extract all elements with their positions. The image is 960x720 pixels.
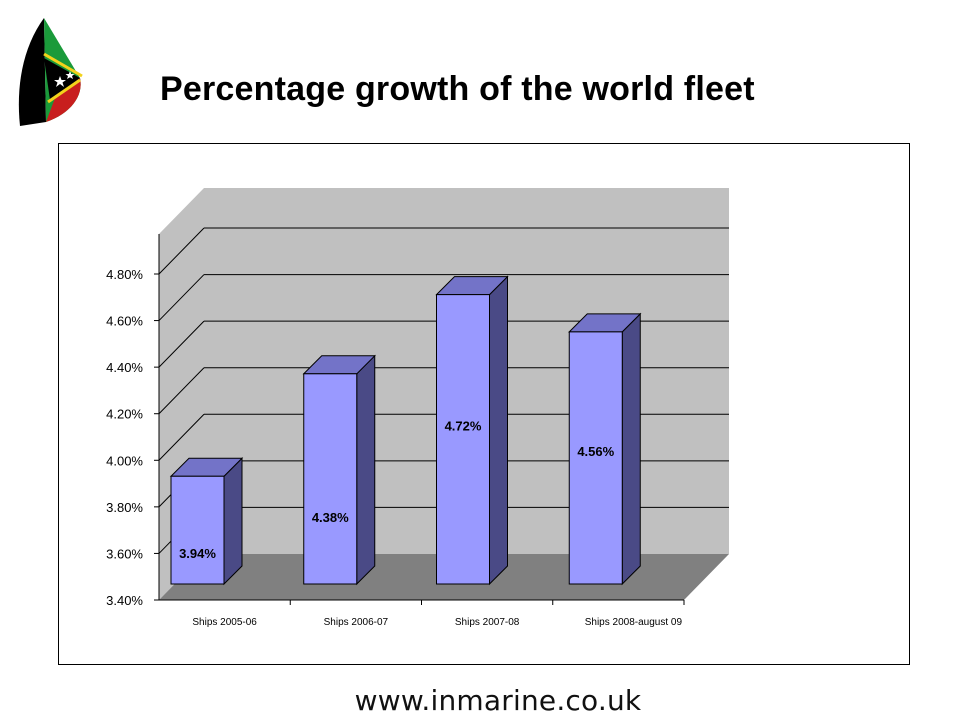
data-label: 4.72% xyxy=(445,418,482,433)
data-label: 4.56% xyxy=(577,444,614,459)
data-label: 3.94% xyxy=(179,546,216,561)
x-tick-label: Ships 2008-august 09 xyxy=(585,617,683,628)
chart-area: 3.40% 3.60% 3.80% 4.00% 4.20% 4.40% 4.60% 4.80%… xyxy=(58,143,910,665)
y-tick-label: 4.80% xyxy=(106,267,143,282)
bar-side xyxy=(356,354,376,586)
bar xyxy=(170,475,225,585)
x-tick-label: Ships 2005-06 xyxy=(192,617,257,628)
data-label: 4.38% xyxy=(312,510,349,525)
y-tick-label: 4.40% xyxy=(106,360,143,375)
gridline-side xyxy=(158,367,205,415)
page-title: Percentage growth of the world fleet xyxy=(160,70,755,108)
bar-side xyxy=(223,457,243,586)
y-tick-label: 4.60% xyxy=(106,314,143,329)
x-tick-label: Ships 2007-08 xyxy=(455,617,520,628)
bar xyxy=(303,373,358,585)
sailboat-flag-logo-icon xyxy=(18,18,83,126)
bar xyxy=(568,331,623,585)
y-tick-label: 3.80% xyxy=(106,500,143,515)
y-tick-label: 3.60% xyxy=(106,546,143,561)
y-tick-label: 4.20% xyxy=(106,407,143,422)
gridline-side xyxy=(158,320,205,368)
x-tick-label: Ships 2006-07 xyxy=(324,617,389,628)
y-tick-label: 3.40% xyxy=(106,593,143,608)
footer-url: www.inmarine.co.uk xyxy=(354,684,642,717)
bar-side xyxy=(489,275,508,586)
bar xyxy=(436,294,490,585)
gridline-side xyxy=(158,227,205,275)
gridline-side xyxy=(158,413,205,461)
bar-chart: 3.40% 3.60% 3.80% 4.00% 4.20% 4.40% 4.60% 4.80%… xyxy=(106,188,729,628)
y-tick-label: 4.00% xyxy=(106,453,143,468)
gridline-side xyxy=(158,274,205,321)
bar-side xyxy=(621,312,641,586)
